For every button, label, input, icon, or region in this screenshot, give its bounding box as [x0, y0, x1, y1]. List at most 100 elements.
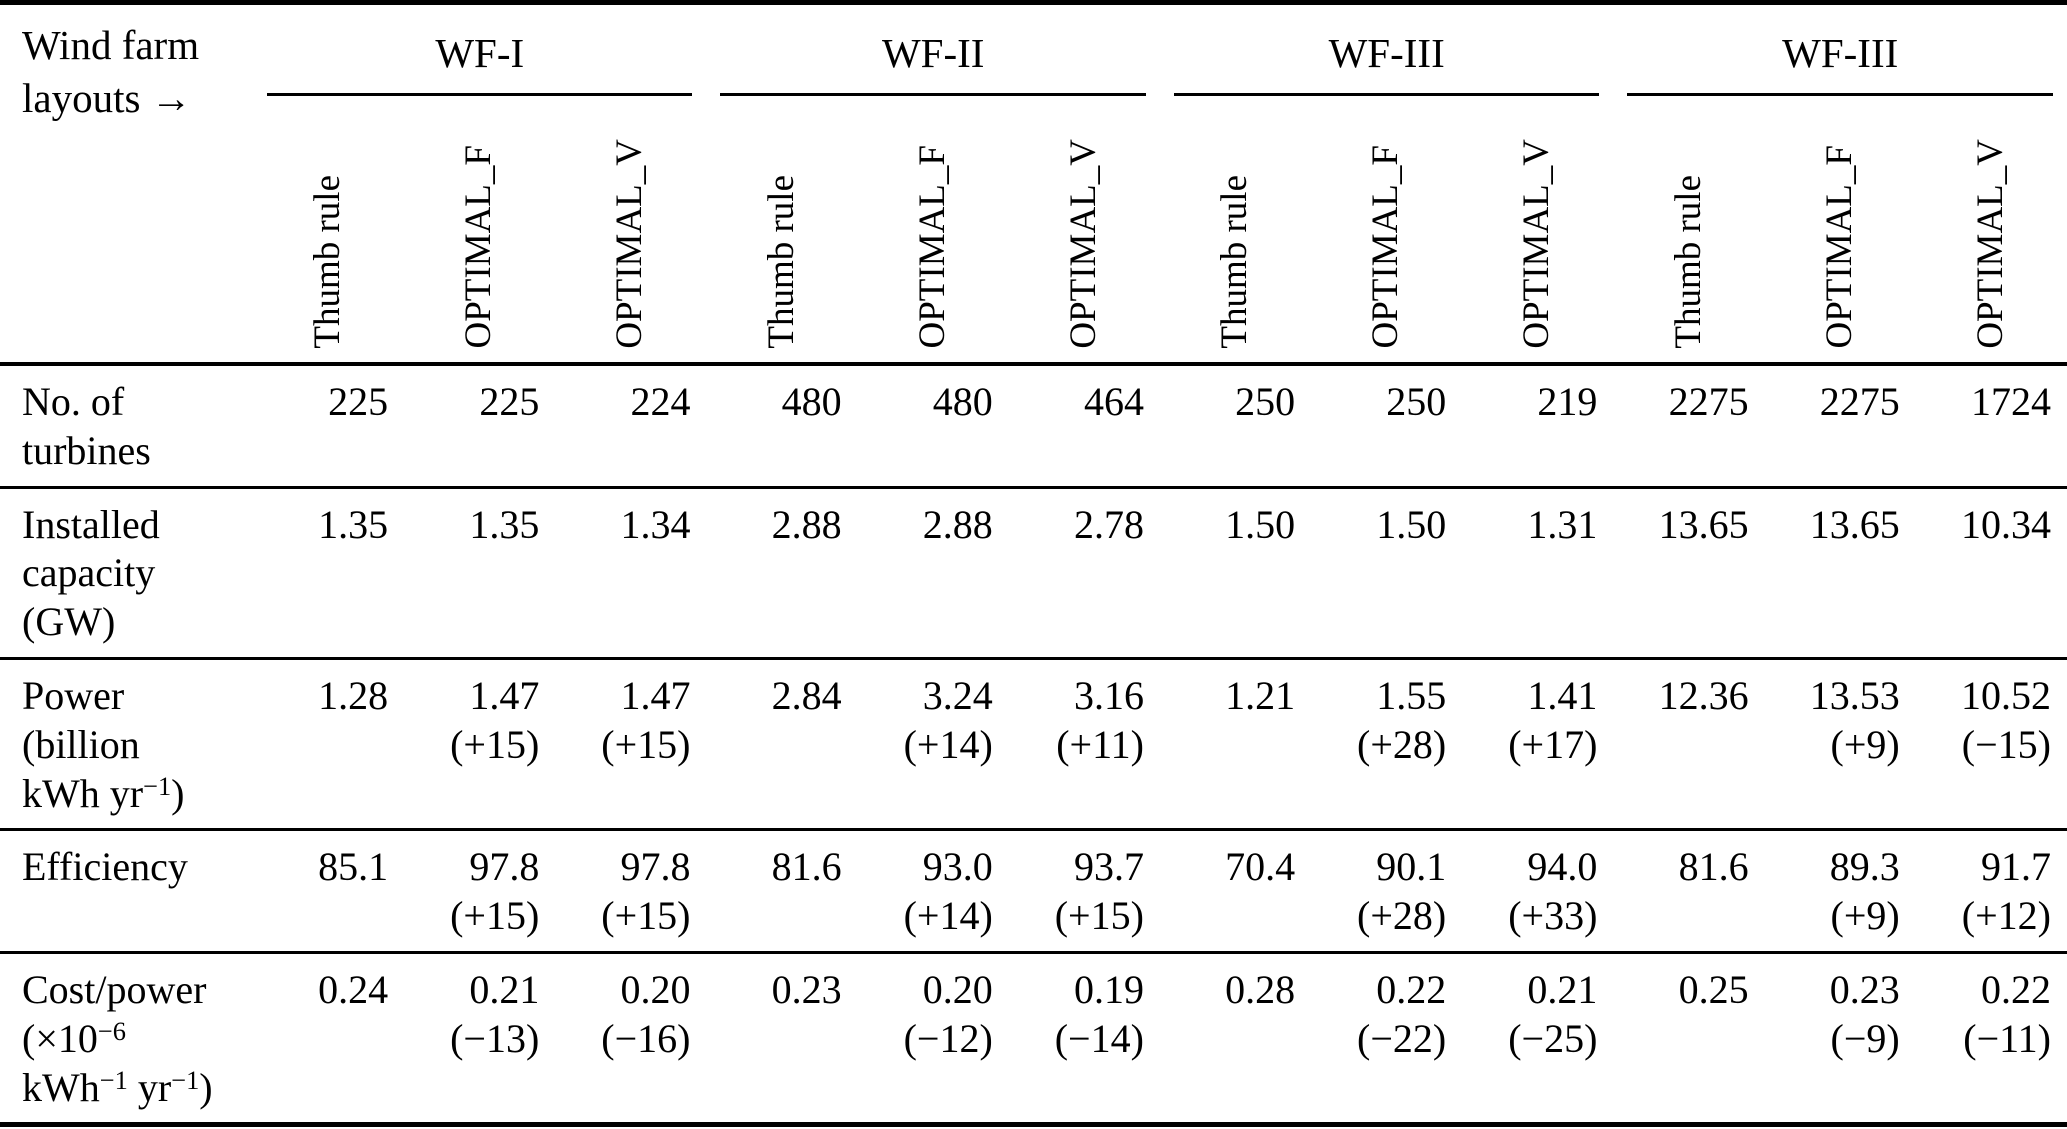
cell-no-of-turbines-c12: 1724 — [1916, 364, 2067, 487]
cell-installed-capacity-gw-c8: 1.50 — [1311, 487, 1462, 658]
cell-power-billion-kwh-yr-1-c3: 1.47 (+15) — [555, 658, 706, 829]
cell-delta-percent: (+15) — [601, 721, 691, 767]
group-header-3-wf-iii: WF-III — [1160, 3, 1613, 96]
cell-value: 0.22 — [1981, 966, 2051, 1012]
cell-value: 0.24 — [318, 966, 389, 1012]
column-header-g4-optimal-v: OPTIMAL_V — [1915, 96, 2067, 366]
cell-power-billion-kwh-yr-1-c8: 1.55 (+28) — [1311, 658, 1462, 829]
cell-value: 0.21 — [469, 966, 540, 1012]
column-header-g3-optimal-f: OPTIMAL_F — [1311, 96, 1463, 366]
cell-value: 0.28 — [1225, 966, 1296, 1012]
cell-efficiency-c1: 85.1 — [253, 830, 404, 953]
cell-installed-capacity-gw-c3: 1.34 — [555, 487, 706, 658]
cell-delta-percent: (+15) — [450, 721, 540, 767]
cell-delta-percent: (−22) — [1357, 1015, 1447, 1061]
cell-delta-percent: (−9) — [1830, 1015, 1900, 1061]
cell-value: 81.6 — [1678, 844, 1749, 890]
cell-delta-percent: (+12) — [1961, 893, 2051, 939]
cell-efficiency-c9: 94.0 (+33) — [1462, 830, 1613, 953]
cell-value: 464 — [1083, 379, 1144, 424]
cell-efficiency-c8: 90.1 (+28) — [1311, 830, 1462, 953]
cell-delta-percent: (−12) — [903, 1015, 993, 1061]
cell-value: 10.34 — [1961, 501, 2051, 547]
column-header-g2-optimal-v: OPTIMAL_V — [1008, 96, 1160, 366]
cell-power-billion-kwh-yr-1-c12: 10.52 (−15) — [1916, 658, 2067, 829]
cell-power-billion-kwh-yr-1-c2: 1.47 (+15) — [404, 658, 555, 829]
cell-efficiency-c5: 93.0 (+14) — [858, 830, 1009, 953]
column-header-g2-optimal-f: OPTIMAL_F — [857, 96, 1009, 366]
cell-cost-power-x10-6-kwh-1-yr-1-c11: 0.23 (−9) — [1765, 952, 1916, 1124]
cell-cost-power-x10-6-kwh-1-yr-1-c8: 0.22 (−22) — [1311, 952, 1462, 1124]
row-label-line: capacity — [22, 550, 156, 596]
corner-line-2: layouts → — [22, 75, 192, 122]
cell-value: 0.23 — [771, 966, 842, 1012]
column-header-g4-thumb-rule: Thumb rule — [1613, 96, 1765, 366]
cell-installed-capacity-gw-c6: 2.78 — [1009, 487, 1160, 658]
cell-value: 93.7 — [1073, 844, 1144, 890]
cell-delta-percent: (+15) — [1054, 893, 1144, 939]
cell-no-of-turbines-c4: 480 — [706, 364, 857, 487]
column-header-g1-thumb-rule: Thumb rule — [253, 96, 405, 366]
group-header-2-wf-ii: WF-II — [706, 3, 1159, 96]
cell-value: 10.52 — [1961, 672, 2051, 718]
cell-delta-percent: (−11) — [1963, 1015, 2051, 1061]
row-label-line: Efficiency — [22, 844, 188, 890]
cell-no-of-turbines-c8: 250 — [1311, 364, 1462, 487]
column-header-g2-thumb-rule: Thumb rule — [706, 96, 858, 366]
cell-value: 93.0 — [922, 844, 993, 890]
group-label: WF-III — [1782, 30, 1899, 76]
cell-delta-percent: (+28) — [1357, 721, 1447, 767]
cell-delta-percent: (−14) — [1054, 1015, 1144, 1061]
cell-value: 0.25 — [1678, 966, 1749, 1012]
cell-cost-power-x10-6-kwh-1-yr-1-c7: 0.28 — [1160, 952, 1311, 1124]
cell-value: 89.3 — [1829, 844, 1900, 890]
cell-delta-percent: (−15) — [1961, 721, 2051, 767]
row-label-line: Power — [22, 672, 125, 718]
cell-no-of-turbines-c10: 2275 — [1613, 364, 1764, 487]
cell-value: 70.4 — [1225, 844, 1296, 890]
cell-value: 1.35 — [469, 501, 540, 547]
cell-value: 1.47 — [469, 672, 540, 718]
cell-value: 3.24 — [922, 672, 993, 718]
cell-installed-capacity-gw-c1: 1.35 — [253, 487, 404, 658]
column-header-g4-optimal-f: OPTIMAL_F — [1764, 96, 1916, 366]
cell-value: 250 — [1235, 379, 1296, 424]
row-label-efficiency: Efficiency — [0, 830, 253, 953]
cell-efficiency-c7: 70.4 — [1160, 830, 1311, 953]
cell-no-of-turbines-c1: 225 — [253, 364, 404, 487]
cell-efficiency-c10: 81.6 — [1613, 830, 1764, 953]
cell-efficiency-c11: 89.3 (+9) — [1765, 830, 1916, 953]
cell-delta-percent: (+33) — [1508, 893, 1598, 939]
cell-delta-percent: (+9) — [1830, 893, 1900, 939]
cell-cost-power-x10-6-kwh-1-yr-1-c9: 0.21 (−25) — [1462, 952, 1613, 1124]
corner-line-1: Wind farm — [22, 22, 200, 68]
cell-value: 1.28 — [318, 672, 389, 718]
row-label-line: (billion — [22, 721, 140, 767]
cell-power-billion-kwh-yr-1-c7: 1.21 — [1160, 658, 1311, 829]
cell-value: 2275 — [1668, 379, 1749, 424]
cell-installed-capacity-gw-c10: 13.65 — [1613, 487, 1764, 658]
cell-value: 1.41 — [1527, 672, 1598, 718]
cell-cost-power-x10-6-kwh-1-yr-1-c5: 0.20 (−12) — [858, 952, 1009, 1124]
cell-value: 1.50 — [1376, 501, 1447, 547]
cell-installed-capacity-gw-c5: 2.88 — [858, 487, 1009, 658]
column-header-g3-thumb-rule: Thumb rule — [1159, 96, 1312, 366]
cell-cost-power-x10-6-kwh-1-yr-1-c6: 0.19 (−14) — [1009, 952, 1160, 1124]
cell-value: 2.78 — [1073, 501, 1144, 547]
group-header-row: Wind farm layouts → WF-I WF-II WF-III WF… — [0, 2, 2067, 366]
cell-value: 2.84 — [771, 672, 842, 718]
row-label-line: turbines — [22, 427, 151, 473]
cell-value: 225 — [479, 379, 540, 424]
cell-delta-percent: (−16) — [601, 1015, 691, 1061]
group-header-1-wf-i: WF-I — [253, 3, 706, 96]
table-row-no-of-turbines: No. of turbines 225 225 224 480 480 464 250 250 21… — [0, 364, 2067, 487]
cell-value: 0.23 — [1829, 966, 1900, 1012]
cell-efficiency-c3: 97.8 (+15) — [555, 830, 706, 953]
cell-value: 250 — [1386, 379, 1447, 424]
cell-installed-capacity-gw-c2: 1.35 — [404, 487, 555, 658]
subcolumn-header-row: Thumb rule OPTIMAL_F OPTIMAL_V Thumb rul… — [0, 96, 2067, 366]
cell-power-billion-kwh-yr-1-c6: 3.16 (+11) — [1009, 658, 1160, 829]
row-label-cost-power-x10-6-kwh-1-yr-1: Cost/power (×10−6 kWh−1 yr−1) — [0, 952, 253, 1124]
